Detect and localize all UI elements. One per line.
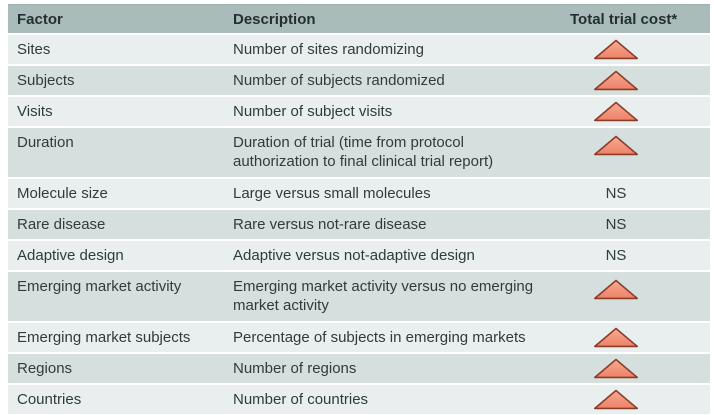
table-row-regions: Regions Number of regions: [8, 354, 710, 383]
factor-cell: Countries: [8, 385, 230, 414]
cost-increase-triangle-icon: [593, 39, 639, 60]
table-row-emerging-market-subjects: Emerging market subjects Percentage of s…: [8, 323, 710, 352]
cost-cell: [560, 66, 710, 95]
description-cell: Number of subjects randomized: [230, 66, 560, 95]
cost-cell: [560, 354, 710, 383]
description-cell: Number of countries: [230, 385, 560, 414]
cost-cell: [560, 272, 710, 321]
cost-increase-triangle-icon: [593, 279, 639, 300]
description-cell: Large versus small molecules: [230, 179, 560, 208]
factor-cell: Sites: [8, 35, 230, 64]
column-header-description: Description: [230, 4, 560, 33]
table-row-visits: Visits Number of subject visits: [8, 97, 710, 126]
factor-cell: Rare disease: [8, 210, 230, 239]
table-row-rare-disease: Rare disease Rare versus not-rare diseas…: [8, 210, 710, 239]
factor-cell: Emerging market activity: [8, 272, 230, 321]
factor-cell: Visits: [8, 97, 230, 126]
cost-cell-ns: NS: [560, 241, 710, 270]
table-row-molecule-size: Molecule size Large versus small molecul…: [8, 179, 710, 208]
cost-cell-ns: NS: [560, 210, 710, 239]
cost-increase-triangle-icon: [593, 70, 639, 91]
cost-cell: [560, 385, 710, 414]
cost-cell: [560, 323, 710, 352]
cost-cell: [560, 35, 710, 64]
cost-increase-triangle-icon: [593, 389, 639, 410]
table-row-adaptive-design: Adaptive design Adaptive versus not-adap…: [8, 241, 710, 270]
cost-increase-triangle-icon: [593, 101, 639, 122]
table-row-sites: Sites Number of sites randomizing: [8, 35, 710, 64]
table-row-countries: Countries Number of countries: [8, 385, 710, 414]
factor-cell: Duration: [8, 128, 230, 177]
description-cell: Number of sites randomizing: [230, 35, 560, 64]
factor-cell: Molecule size: [8, 179, 230, 208]
description-cell: Adaptive versus not-adaptive design: [230, 241, 560, 270]
cost-cell: [560, 128, 710, 177]
factor-cell: Regions: [8, 354, 230, 383]
factor-cell: Subjects: [8, 66, 230, 95]
table-row-emerging-market-activity: Emerging market activity Emerging market…: [8, 272, 710, 321]
table-row-duration: Duration Duration of trial (time from pr…: [8, 128, 710, 177]
header-row: Factor Description Total trial cost*: [8, 4, 710, 33]
cost-cell: [560, 97, 710, 126]
description-cell: Number of regions: [230, 354, 560, 383]
table-row-subjects: Subjects Number of subjects randomized: [8, 66, 710, 95]
cost-increase-triangle-icon: [593, 358, 639, 379]
description-cell: Rare versus not-rare disease: [230, 210, 560, 239]
factor-cell: Adaptive design: [8, 241, 230, 270]
trial-cost-factors-table: Factor Description Total trial cost* Sit…: [8, 2, 710, 415]
description-cell: Percentage of subjects in emerging marke…: [230, 323, 560, 352]
description-cell: Duration of trial (time from protocol au…: [230, 128, 560, 177]
column-header-total-trial-cost: Total trial cost*: [560, 4, 710, 33]
cost-cell-ns: NS: [560, 179, 710, 208]
column-header-factor: Factor: [8, 4, 230, 33]
description-cell: Emerging market activity versus no emerg…: [230, 272, 560, 321]
cost-increase-triangle-icon: [593, 327, 639, 348]
cost-increase-triangle-icon: [593, 135, 639, 156]
description-cell: Number of subject visits: [230, 97, 560, 126]
factor-cell: Emerging market subjects: [8, 323, 230, 352]
